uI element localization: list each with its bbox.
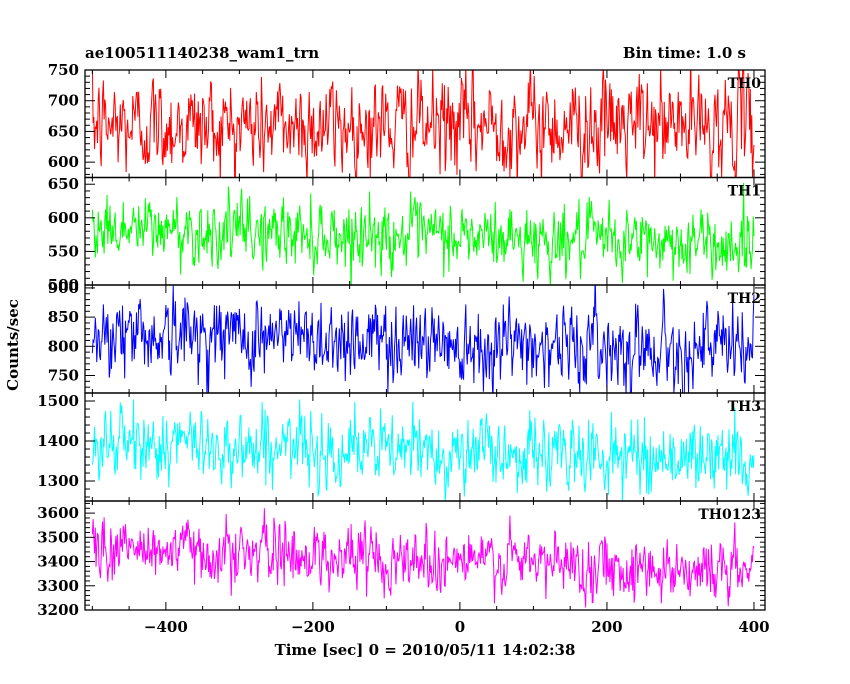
series-label-th3: TH3 (728, 399, 761, 415)
y-axis-label: Counts/sec (4, 299, 22, 391)
x-tick-label: 200 (591, 618, 622, 636)
y-tick-label-th0: 700 (48, 92, 79, 110)
x-tick-label: 400 (738, 618, 769, 636)
labels-layer: Counts/sec Time [sec] 0 = 2010/05/11 14:… (4, 61, 770, 659)
y-tick-label-th3: 1500 (37, 392, 79, 410)
y-tick-label-th0123: 3200 (37, 601, 79, 619)
series-label-th1: TH1 (728, 184, 761, 200)
traces-layer (91, 70, 755, 608)
series-line-th1 (91, 182, 755, 285)
y-tick-label-th0123: 3400 (37, 553, 79, 571)
series-line-th0123 (91, 508, 755, 608)
y-tick-label-th1: 500 (48, 276, 79, 294)
y-tick-label-th0123: 3600 (37, 504, 79, 522)
y-tick-label-th2: 900 (48, 279, 79, 297)
y-tick-label-th0123: 3300 (37, 577, 79, 595)
series-line-th0 (91, 70, 755, 178)
chart-title: ae100511140238_wam1_trn (85, 44, 320, 62)
y-tick-label-th3: 1300 (37, 472, 79, 490)
y-tick-label-th2: 800 (48, 337, 79, 355)
y-tick-label-th3: 1400 (37, 432, 79, 450)
frames-layer (84, 69, 766, 611)
y-tick-label-th0123: 3500 (37, 528, 79, 546)
y-tick-label-th0: 650 (48, 122, 79, 140)
x-tick-label: 0 (455, 618, 465, 636)
y-tick-label-th1: 600 (48, 209, 79, 227)
y-tick-label-th2: 750 (48, 366, 79, 384)
y-tick-label-th1: 550 (48, 242, 79, 260)
x-axis-label: Time [sec] 0 = 2010/05/11 14:02:38 (275, 641, 576, 659)
x-tick-label: −200 (291, 618, 335, 636)
series-line-th3 (91, 399, 755, 501)
bin-time-label: Bin time: 1.0 s (622, 44, 746, 62)
x-tick-label: −400 (144, 618, 188, 636)
series-label-th0123: TH0123 (698, 507, 761, 523)
y-tick-label-th2: 850 (48, 308, 79, 326)
panel-frame-th0123 (84, 500, 766, 611)
y-tick-label-th0: 600 (48, 153, 79, 171)
series-label-th0: TH0 (728, 76, 762, 92)
y-tick-label-th1: 650 (48, 175, 79, 193)
series-label-th2: TH2 (728, 291, 761, 307)
y-tick-label-th0: 750 (48, 61, 79, 79)
series-line-th2 (91, 285, 755, 393)
